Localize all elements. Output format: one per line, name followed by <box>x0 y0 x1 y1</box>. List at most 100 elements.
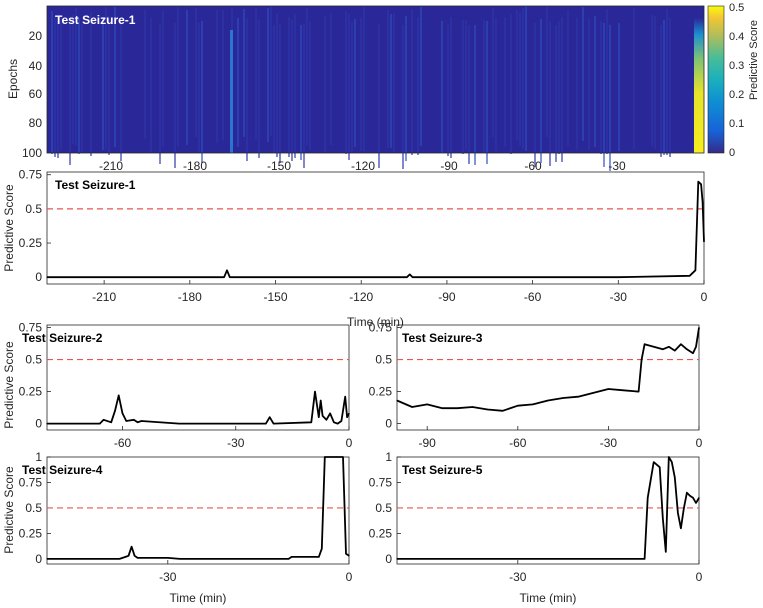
data-point <box>348 555 350 557</box>
data-point <box>272 422 275 425</box>
heatmap-column <box>483 20 485 153</box>
heatmap-column <box>291 20 293 161</box>
heatmap-column <box>237 18 239 147</box>
data-point <box>329 412 331 414</box>
heatmap-column <box>300 25 302 160</box>
colorbar-tick-labels: 0 0.1 0.2 0.3 0.4 0.5 <box>729 2 744 159</box>
colorbar-tick-0.1: 0.1 <box>729 118 744 130</box>
panel-1: 0 0.25 0.5 0.75 -210 -180 -150 -120 -90 -60 -30 0 Te… <box>2 168 708 329</box>
heatmap-column <box>216 10 218 143</box>
xtick-label: -60 <box>509 436 527 450</box>
heatmap-column <box>474 25 476 165</box>
data-point <box>441 407 443 409</box>
xaxis-label: Time (min) <box>170 591 227 605</box>
heatmap-xtick-labels: -210 -180 -150 -120 -90 -60 -30 <box>99 159 626 173</box>
panel-title: Test Seizure-5 <box>402 463 483 477</box>
data-point <box>321 548 323 550</box>
ytick-label: 1 <box>385 450 392 464</box>
data-point <box>653 461 655 463</box>
heatmap-column <box>351 22 353 151</box>
heatmap-column <box>516 10 518 140</box>
heatmap-column <box>195 8 197 137</box>
data-point <box>291 556 293 558</box>
data-point <box>103 419 105 421</box>
heatmap-ytick-20: 20 <box>29 29 43 43</box>
colorbar-tick-0.2: 0.2 <box>729 89 744 101</box>
data-point <box>46 276 48 278</box>
xtick-label: 0 <box>696 436 703 450</box>
data-point <box>46 558 48 560</box>
heatmap-ytick-80: 80 <box>29 116 43 130</box>
heatmap-column <box>510 14 512 154</box>
heatmap-column <box>549 21 551 166</box>
heatmap-hot-column <box>694 18 704 153</box>
plot-frame <box>46 171 705 285</box>
data-point <box>644 558 646 560</box>
data-point <box>346 416 348 418</box>
heatmap-column <box>243 9 245 137</box>
heatmap-xtick-210: -210 <box>99 159 123 173</box>
heatmap-column <box>150 18 152 153</box>
data-point <box>502 410 504 412</box>
data-point <box>179 558 181 560</box>
xtick-label: 0 <box>346 570 353 584</box>
data-point <box>274 276 277 278</box>
heatmap-column <box>378 24 380 168</box>
heatmap-column <box>387 10 389 148</box>
heatmap-column <box>324 16 326 152</box>
data-point <box>577 396 579 398</box>
ytick-label: 0 <box>35 552 42 566</box>
colorbar: 0 0.1 0.2 0.3 0.4 0.5 Predictive Score <box>707 2 760 159</box>
heatmap-column <box>663 20 665 155</box>
heatmap-column <box>633 8 635 149</box>
ytick-label: 0.25 <box>19 385 43 399</box>
heatmap-columns <box>51 6 671 171</box>
heatmap-column <box>666 9 668 155</box>
heatmap-column <box>450 17 452 158</box>
heatmap-column <box>345 11 347 154</box>
ytick-label: 0.25 <box>369 385 393 399</box>
data-point <box>562 397 564 399</box>
data-point <box>340 420 343 422</box>
heatmap-column <box>348 14 350 160</box>
heatmap-ytick-labels: 20 40 60 80 100 <box>22 29 42 160</box>
data-point <box>694 269 697 271</box>
heatmap-column <box>519 12 521 146</box>
heatmap-column <box>69 19 71 165</box>
data-point <box>607 388 610 390</box>
heatmap-column <box>567 10 569 146</box>
heatmap-column <box>561 17 563 162</box>
data-point <box>700 183 702 185</box>
heatmap-column <box>588 19 590 150</box>
data-point <box>692 497 694 499</box>
heatmap-ylabel: Epochs <box>6 59 20 99</box>
heatmap-column <box>258 20 260 158</box>
heatmap-column <box>255 7 257 139</box>
heatmap-column <box>102 17 104 150</box>
data-point <box>223 276 225 278</box>
xtick-label: -60 <box>114 436 132 450</box>
ytick-label: 0.75 <box>19 475 43 489</box>
heatmap-column <box>669 18 671 157</box>
ytick-label: 0 <box>385 552 392 566</box>
data-point <box>321 415 324 417</box>
xtick-label: -30 <box>600 436 618 450</box>
heatmap-column <box>294 14 296 158</box>
data-point <box>130 546 133 548</box>
heatmap-xtick-30: -30 <box>608 159 626 173</box>
heatmap-column <box>57 21 59 158</box>
ytick-label: 0.5 <box>375 501 392 515</box>
shared-ylabel-bottom: Predictive Score <box>2 466 16 554</box>
heatmap-column <box>273 25 275 153</box>
data-point <box>167 557 169 559</box>
ytick-label: 0.25 <box>19 236 43 250</box>
heatmap-column <box>465 20 467 150</box>
heatmap-column <box>159 24 161 164</box>
data-point <box>342 456 344 458</box>
heatmap-xtick-180: -180 <box>183 159 207 173</box>
data-point <box>689 495 691 497</box>
data-point <box>396 558 398 560</box>
ytick-label: 0 <box>385 417 392 431</box>
xtick-label: -30 <box>509 570 527 584</box>
plot-frame <box>396 456 700 565</box>
